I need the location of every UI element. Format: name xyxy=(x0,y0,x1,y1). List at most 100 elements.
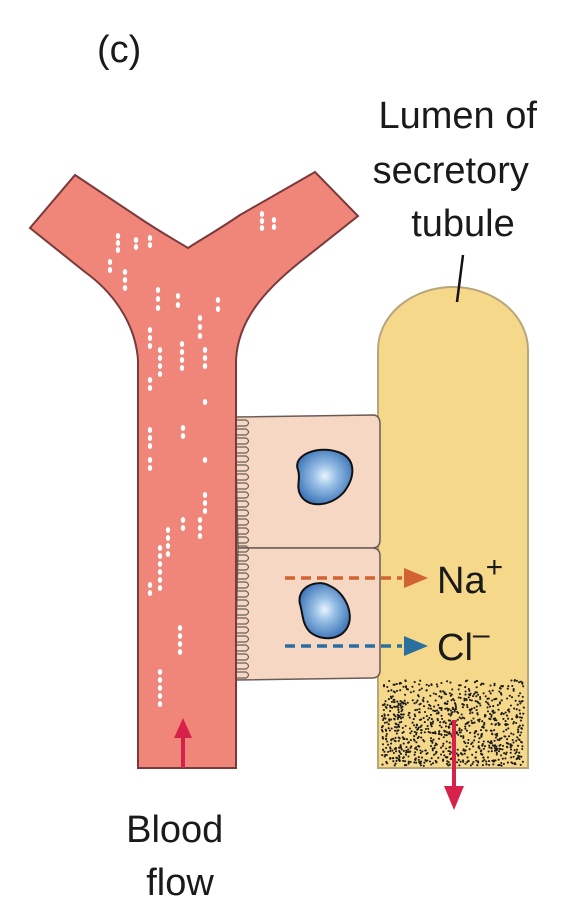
fluid-particle xyxy=(442,690,445,693)
blood-cell-dot xyxy=(202,500,208,506)
fluid-particle xyxy=(491,689,494,692)
fluid-particle xyxy=(457,733,460,736)
fluid-particle xyxy=(477,740,480,744)
fluid-particle xyxy=(463,752,466,755)
basal-membrane-folds xyxy=(235,419,250,681)
fluid-particle xyxy=(420,736,423,739)
fluid-particle xyxy=(427,684,430,687)
fluid-particle xyxy=(418,689,421,692)
lumen-label-line-2: secretory xyxy=(373,150,529,192)
fluid-particle xyxy=(508,694,511,697)
fluid-particle xyxy=(472,760,475,764)
blood-cell-dot xyxy=(215,306,221,312)
fluid-particle xyxy=(512,688,515,691)
fluid-particle xyxy=(389,706,392,709)
fluid-particle xyxy=(403,699,406,702)
fluid-particle xyxy=(488,705,492,708)
fluid-particle xyxy=(509,744,512,747)
fluid-particle xyxy=(513,763,516,766)
fluid-particle xyxy=(468,708,471,711)
fluid-particle xyxy=(416,699,419,702)
chloride-symbol: Cl xyxy=(437,627,473,669)
fluid-particle xyxy=(429,745,433,748)
fluid-particle xyxy=(425,683,428,686)
fluid-particle xyxy=(458,684,461,687)
fluid-particle xyxy=(434,732,437,735)
fluid-particle xyxy=(436,685,439,688)
fluid-particle xyxy=(479,683,482,686)
fluid-particle xyxy=(381,718,385,722)
fluid-particle xyxy=(506,687,509,690)
fluid-particle xyxy=(404,753,408,756)
fluid-particle xyxy=(413,753,416,756)
fluid-particle xyxy=(399,713,403,716)
fluid-particle xyxy=(429,694,432,697)
fluid-particle xyxy=(488,690,491,693)
fluid-particle xyxy=(385,721,389,724)
fluid-particle xyxy=(494,747,497,750)
fluid-particle xyxy=(384,728,387,731)
blood-cell-dot xyxy=(165,527,171,533)
fluid-particle xyxy=(502,762,505,766)
fluid-particle xyxy=(404,693,407,696)
fluid-particle xyxy=(519,719,523,722)
fluid-particle xyxy=(500,737,503,740)
blood-cell-dot xyxy=(157,363,163,369)
fluid-particle xyxy=(521,695,524,698)
fluid-particle xyxy=(473,732,476,735)
fluid-particle xyxy=(392,760,395,763)
fluid-particle xyxy=(397,754,401,757)
fluid-particle xyxy=(399,752,403,755)
blood-cell-dot xyxy=(177,625,183,631)
blood-cell-dot xyxy=(157,693,163,699)
blood-cell-dot xyxy=(147,327,153,333)
fluid-particle xyxy=(446,756,449,759)
fluid-particle xyxy=(389,695,392,698)
fluid-particle xyxy=(394,722,397,725)
fluid-particle xyxy=(519,734,522,737)
fluid-particle xyxy=(500,764,503,767)
fluid-particle xyxy=(414,751,417,754)
fluid-particle xyxy=(393,739,396,742)
sodium-charge: + xyxy=(486,551,504,584)
fluid-particle xyxy=(519,763,522,766)
blood-cell-dot xyxy=(179,357,185,363)
blood-cell-dot xyxy=(157,585,163,591)
fluid-particle xyxy=(398,756,401,759)
fluid-particle xyxy=(450,712,453,715)
fluid-particle xyxy=(495,719,498,722)
fluid-particle xyxy=(427,707,430,710)
fluid-particle xyxy=(443,733,446,736)
fluid-particle xyxy=(492,705,495,708)
fluid-particle xyxy=(415,733,418,736)
fluid-particle xyxy=(494,733,497,736)
fluid-particle xyxy=(510,679,513,682)
fluid-particle xyxy=(449,694,452,697)
fluid-particle xyxy=(418,708,421,711)
fluid-particle xyxy=(472,717,475,720)
fluid-particle xyxy=(465,698,468,701)
fluid-particle xyxy=(397,708,400,711)
fluid-particle xyxy=(385,753,388,757)
fluid-particle xyxy=(401,708,404,711)
fluid-particle xyxy=(397,725,400,728)
outflow-arrow xyxy=(444,720,464,810)
fluid-particle xyxy=(496,704,499,707)
fluid-particle xyxy=(453,708,456,711)
fluid-particle xyxy=(417,726,420,729)
fluid-particle xyxy=(491,744,494,747)
fluid-particle xyxy=(430,757,433,760)
fluid-particle xyxy=(415,761,418,764)
fluid-particle xyxy=(395,759,398,762)
fluid-particle xyxy=(412,718,415,721)
fluid-particle xyxy=(519,716,522,719)
blood-cell-dot xyxy=(147,465,153,471)
fluid-particle xyxy=(440,726,443,729)
fluid-particle xyxy=(448,730,451,734)
fluid-particle xyxy=(444,707,447,710)
blood-cell-dot xyxy=(179,341,185,347)
fluid-particle xyxy=(466,706,469,709)
fluid-particle xyxy=(389,746,392,749)
fluid-particle xyxy=(488,744,491,747)
fluid-particle xyxy=(414,715,417,718)
